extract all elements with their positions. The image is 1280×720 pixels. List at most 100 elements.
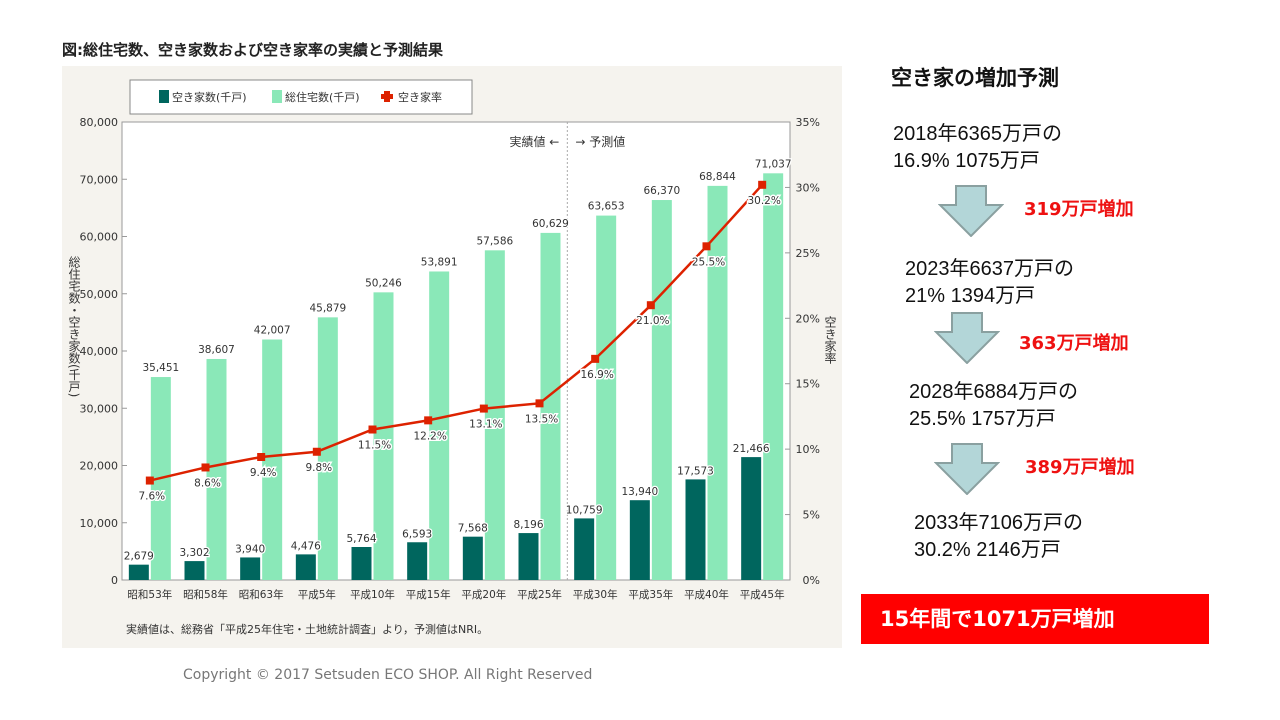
increase-3: 389万戸増加 — [1025, 457, 1135, 478]
down-arrow-icon — [934, 312, 1000, 364]
data-label-vacant: 8,196 — [513, 519, 543, 531]
y-axis-title-right: 空き家率 — [823, 316, 837, 364]
y-tick-label-right: 20% — [796, 312, 820, 325]
down-arrow-icon — [938, 185, 1004, 237]
data-label-total: 45,879 — [309, 302, 346, 314]
y-tick-label-left: 30,000 — [80, 402, 119, 415]
x-axis: 昭和53年 昭和58年 昭和63年 平成5年 平成10年 平成15年 平成20年 平成25年平… — [127, 588, 784, 601]
step-2028: 2028年6884万戸の 25.5% 1757万戸 — [909, 379, 1078, 433]
data-label-total: 71,037 — [755, 158, 792, 170]
rate-marker — [257, 452, 266, 461]
side-panel: 空き家の増加予測 2018年6365万戸の 16.9% 1075万戸 319万戸… — [860, 0, 1280, 720]
bar-vacant — [184, 561, 205, 580]
data-label-total: 42,007 — [254, 325, 291, 337]
y-axis-left: 0 10,000 20,000 30,000 40,000 50,000 60,000 70,… — [80, 116, 127, 587]
y-tick-label-right: 15% — [796, 378, 820, 391]
data-labels: 2,679 35,451 3,302 38,607 3,940 42,007 4,476 45… — [123, 157, 793, 564]
x-tick-label: 平成5年 — [298, 588, 336, 601]
y-tick-label-right: 0% — [803, 574, 820, 587]
data-label-vacant: 3,302 — [179, 547, 209, 559]
data-label-total: 35,451 — [142, 362, 179, 374]
x-tick-label: 平成30年 — [573, 588, 618, 601]
down-arrow-icon — [934, 443, 1000, 495]
legend-swatch-rate — [381, 91, 393, 102]
data-label-rate: 13.1% — [469, 419, 502, 431]
data-label-total: 53,891 — [421, 256, 458, 268]
rate-marker — [591, 354, 600, 363]
data-label-total: 38,607 — [198, 344, 235, 356]
y-tick-label-left: 60,000 — [80, 231, 119, 244]
rate-marker — [479, 404, 488, 413]
x-tick-label: 平成40年 — [684, 588, 729, 601]
forecast-label: → 予測値 — [575, 134, 625, 149]
chart-title: 図:総住宅数、空き家数および空き家率の実績と予測結果 — [62, 41, 444, 59]
bar-total — [651, 200, 672, 581]
source-note: 実績値は、総務省「平成25年住宅・土地統計調査」より，予測値はNRI。 — [126, 622, 488, 636]
step-2018-line1: 2018年6365万戸の — [893, 123, 1062, 145]
data-label-rate: 21.0% — [636, 315, 669, 327]
bar-vacant — [518, 533, 539, 580]
bar-total — [540, 232, 561, 580]
data-label-rate: 30.2% — [747, 195, 780, 207]
rate-marker — [424, 416, 433, 425]
side-panel-title: 空き家の増加予測 — [891, 66, 1059, 90]
rate-marker — [646, 301, 655, 310]
bar-vacant — [128, 564, 149, 580]
rate-line-path — [149, 183, 764, 482]
y-axis-right: 0% 5% 10% 15% 20% 25% 30% 35% — [785, 116, 820, 587]
legend-swatch-vacant — [159, 90, 169, 103]
rate-marker — [145, 476, 154, 485]
legend-label-rate: 空き家率 — [398, 90, 442, 104]
bar-vacant — [629, 500, 650, 580]
bar-total — [707, 185, 728, 580]
rate-marker — [758, 180, 767, 189]
data-label-vacant: 6,593 — [402, 528, 432, 540]
y-tick-label-left: 20,000 — [80, 460, 119, 473]
data-label-rate: 12.2% — [413, 430, 446, 442]
y-tick-label-left: 80,000 — [80, 116, 119, 129]
legend-swatch-total — [272, 90, 282, 103]
step-2033: 2033年7106万戸の 30.2% 2146万戸 — [914, 510, 1083, 564]
bar-total — [262, 339, 283, 580]
increase-2: 363万戸増加 — [1019, 333, 1129, 354]
bar-vacant — [240, 557, 261, 580]
bar-total — [763, 173, 784, 580]
step-2028-line1: 2028年6884万戸の — [909, 381, 1078, 403]
data-label-total: 50,246 — [365, 277, 402, 289]
data-label-rate: 7.6% — [138, 491, 165, 503]
data-label-rate: 11.5% — [358, 440, 391, 452]
data-label-rate: 9.4% — [250, 467, 277, 479]
step-2018-line2: 16.9% 1075万戸 — [893, 150, 1040, 172]
data-label-vacant: 21,466 — [733, 443, 770, 455]
y-tick-label-right: 10% — [796, 443, 820, 456]
x-tick-label: 平成20年 — [461, 588, 506, 601]
bar-vacant — [741, 457, 762, 580]
x-tick-label: 平成35年 — [628, 588, 673, 601]
copyright: Copyright © 2017 Setsuden ECO SHOP. All … — [183, 667, 593, 683]
x-tick-label: 平成15年 — [406, 588, 451, 601]
chart: 空き家数(千戸) 総住宅数(千戸) 空き家率 実績値 ← → 予測値 0 10,0… — [67, 79, 837, 636]
x-tick-label: 平成45年 — [740, 588, 785, 601]
bar-total — [429, 271, 450, 580]
data-label-rate: 25.5% — [692, 256, 725, 268]
bar-vacant — [295, 554, 316, 580]
step-2028-line2: 25.5% 1757万戸 — [909, 408, 1056, 430]
bar-total — [596, 215, 617, 580]
data-label-total: 60,629 — [532, 218, 569, 230]
x-tick-label: 昭和53年 — [127, 588, 172, 601]
data-label-vacant: 10,759 — [566, 504, 603, 516]
step-2023-line1: 2023年6637万戸の — [905, 258, 1074, 280]
data-label-rate: 16.9% — [580, 369, 613, 381]
y-tick-label-left: 70,000 — [80, 173, 119, 186]
rate-marker — [201, 463, 210, 472]
data-label-total: 68,844 — [699, 171, 736, 183]
y-tick-label-right: 25% — [796, 247, 820, 260]
actual-label: 実績値 ← — [509, 134, 559, 149]
rate-marker — [368, 425, 377, 434]
step-2023: 2023年6637万戸の 21% 1394万戸 — [905, 256, 1074, 310]
increase-1: 319万戸増加 — [1024, 199, 1134, 220]
bar-vacant — [574, 518, 595, 580]
step-2023-line2: 21% 1394万戸 — [905, 285, 1036, 307]
data-label-total: 57,586 — [476, 235, 513, 247]
step-2018: 2018年6365万戸の 16.9% 1075万戸 — [893, 121, 1062, 175]
